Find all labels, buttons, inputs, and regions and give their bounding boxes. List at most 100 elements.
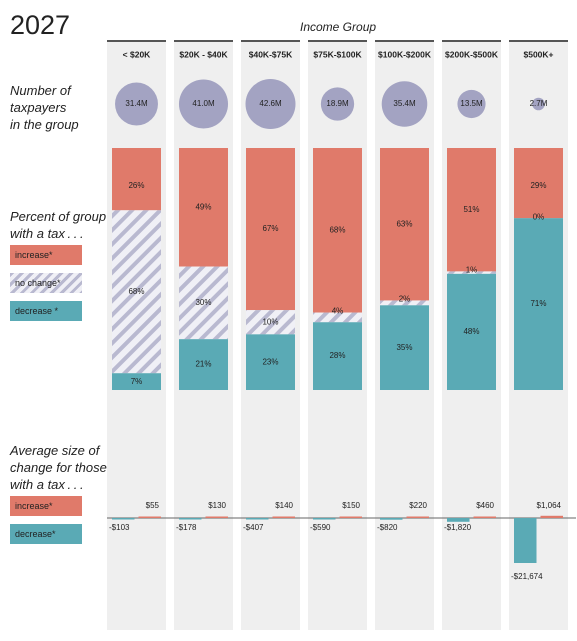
average-label: Average size of change for those with a … [10, 442, 107, 493]
taxpayer-bubble [532, 97, 545, 111]
bar-increase [514, 148, 563, 219]
bar-increase-value-label: 63% [396, 219, 412, 228]
avg-increase-value-label: $1,064 [537, 501, 562, 510]
taxpayer-count-label: 42.6M [259, 99, 282, 108]
bar-decrease-value-label: 21% [195, 360, 211, 369]
avg-decrease-bar [179, 518, 202, 520]
bar-increase-value-label: 49% [195, 202, 211, 211]
bar-no-change [179, 266, 228, 340]
avg-decrease-value-label: -$590 [310, 523, 331, 532]
avg-decrease-value-label: -$103 [109, 523, 130, 532]
avg-increase-bar [473, 516, 496, 518]
taxpayers-label-line: taxpayers [10, 100, 67, 115]
taxpayer-count-label: 18.9M [326, 99, 349, 108]
category-tick-label: $500K+ [523, 49, 553, 59]
bar-no-change-value-label: 4% [332, 307, 344, 316]
bar-increase [313, 148, 362, 313]
bar-decrease-value-label: 48% [463, 327, 479, 336]
percent-label: Percent of group with a tax . . . [10, 208, 106, 242]
column-top-rule [509, 40, 568, 42]
avg-increase-value-label: $150 [342, 501, 360, 510]
category-tick-label: $200K-$500K [445, 49, 499, 59]
taxpayers-label: Number of taxpayers in the group [10, 82, 79, 133]
bar-increase [380, 148, 429, 301]
bar-no-change-value-label: 0% [533, 212, 545, 221]
percent-label-line: with a tax . . . [10, 226, 84, 241]
bar-increase [112, 148, 161, 211]
avg-decrease-value-label: -$820 [377, 523, 398, 532]
bar-decrease-value-label: 7% [131, 377, 143, 386]
bar-no-change [447, 271, 496, 274]
bar-no-change-value-label: 1% [466, 266, 478, 275]
avg-increase-bar [272, 516, 295, 518]
legend-decrease-avg: decrease* [10, 524, 82, 544]
taxpayer-bubble [381, 81, 428, 127]
avg-decrease-bar [447, 518, 470, 522]
bar-increase-value-label: 51% [463, 205, 479, 214]
avg-increase-bar [406, 516, 429, 518]
taxpayer-bubble [115, 82, 158, 126]
taxpayers-label-line: in the group [10, 117, 79, 132]
bar-decrease-value-label: 71% [530, 299, 546, 308]
bar-decrease-value-label: 35% [396, 343, 412, 352]
legend-increase-avg: increase* [10, 496, 82, 516]
avg-increase-value-label: $220 [409, 501, 427, 510]
column-top-rule [241, 40, 300, 42]
bar-increase [246, 148, 295, 311]
avg-increase-value-label: $460 [476, 501, 494, 510]
bar-no-change [313, 312, 362, 323]
bar-increase [179, 148, 228, 267]
bar-no-change-value-label: 68% [128, 287, 144, 296]
taxpayer-bubble [178, 79, 229, 129]
legend-decrease: decrease * [10, 301, 82, 321]
avg-decrease-bar [514, 518, 537, 563]
bar-decrease [313, 322, 362, 390]
avg-decrease-bar [313, 518, 336, 520]
avg-decrease-value-label: -$178 [176, 523, 197, 532]
category-tick-label: $40K-$75K [249, 49, 293, 59]
bar-decrease [447, 273, 496, 390]
bar-no-change [112, 210, 161, 374]
bar-decrease [514, 218, 563, 390]
bar-no-change [246, 310, 295, 335]
taxpayer-count-label: 41.0M [192, 99, 215, 108]
avg-increase-value-label: $140 [275, 501, 293, 510]
column-top-rule [308, 40, 367, 42]
bar-decrease [112, 373, 161, 390]
avg-increase-bar [138, 516, 161, 518]
category-tick-label: $75K-$100K [313, 49, 362, 59]
avg-increase-bar [205, 516, 228, 518]
taxpayers-label-line: Number of [10, 83, 71, 98]
avg-increase-bar [540, 515, 563, 518]
income-group-axis-label: Income Group [300, 20, 377, 34]
bar-decrease [246, 334, 295, 390]
taxpayer-bubble [457, 89, 486, 119]
bar-no-change-value-label: 10% [262, 317, 278, 326]
legend-no-change: no change* [10, 273, 82, 293]
avg-decrease-bar [112, 518, 135, 520]
bar-no-change [380, 300, 429, 306]
taxpayer-bubble [245, 79, 296, 129]
bar-no-change-value-label: 30% [195, 298, 211, 307]
bar-no-change-value-label: 2% [399, 295, 411, 304]
column-top-rule [375, 40, 434, 42]
taxpayer-count-label: 35.4M [393, 99, 416, 108]
average-label-line: change for those [10, 460, 107, 475]
avg-increase-value-label: $55 [146, 501, 160, 510]
category-tick-label: < $20K [123, 49, 152, 59]
column-top-rule [442, 40, 501, 42]
taxpayer-count-label: 31.4M [125, 99, 148, 108]
bar-increase-value-label: 26% [128, 181, 144, 190]
bar-decrease-value-label: 23% [262, 357, 278, 366]
bar-increase-value-label: 29% [530, 181, 546, 190]
column-top-rule [107, 40, 166, 42]
average-label-line: Average size of [10, 443, 100, 458]
avg-decrease-bar [380, 518, 403, 520]
bar-decrease [179, 339, 228, 390]
chart-title: 2027 [10, 10, 71, 40]
taxpayer-bubble [320, 87, 355, 121]
avg-increase-value-label: $130 [208, 501, 226, 510]
bar-increase-value-label: 67% [262, 224, 278, 233]
avg-increase-bar [339, 516, 362, 518]
